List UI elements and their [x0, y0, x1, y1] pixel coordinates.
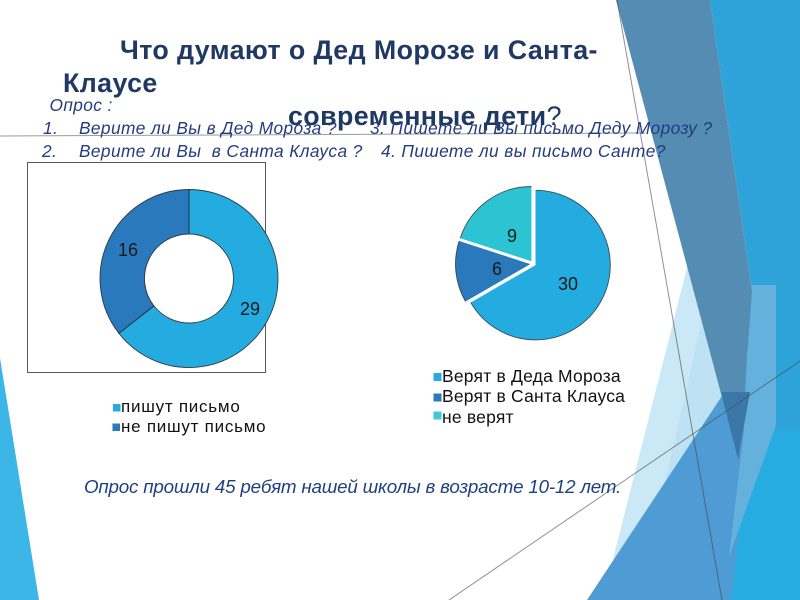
- svg-text:9: 9: [507, 226, 517, 246]
- svg-text:30: 30: [558, 274, 578, 294]
- svg-text:29: 29: [240, 299, 260, 319]
- svg-text:16: 16: [118, 240, 138, 260]
- svg-text:6: 6: [492, 259, 502, 279]
